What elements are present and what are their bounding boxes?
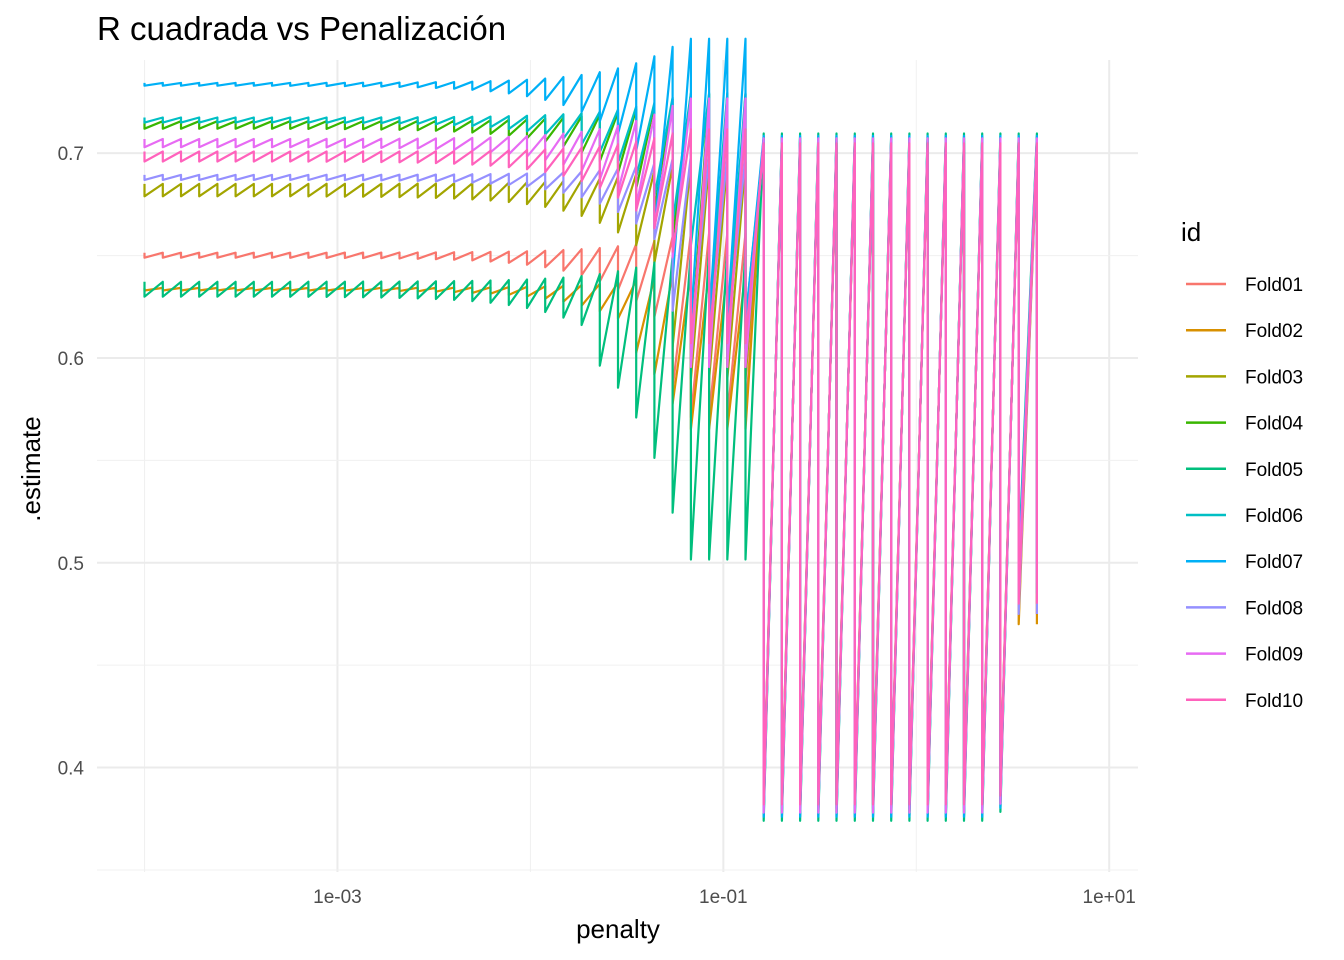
series-line-fold07 [143, 37, 1038, 818]
legend-title: id [1181, 217, 1201, 247]
chart-title: R cuadrada vs Penalización [97, 10, 507, 47]
x-tick-label: 1e-03 [313, 887, 362, 908]
y-tick-label: 0.6 [58, 349, 84, 370]
series-line-fold04 [143, 93, 1038, 814]
legend-label: Fold10 [1245, 691, 1303, 712]
x-axis-title: penalty [576, 914, 660, 944]
series-layer [143, 37, 1038, 822]
series-line-fold05 [143, 132, 1038, 822]
legend-label: Fold06 [1245, 506, 1303, 527]
x-axis-ticks: 1e-03 1e-01 1e+01 [313, 887, 1136, 908]
series-line-fold06 [143, 91, 1038, 810]
legend-label: Fold02 [1245, 321, 1303, 342]
series-line-fold01 [143, 144, 1038, 802]
legend-label: Fold01 [1245, 275, 1303, 296]
legend-label: Fold09 [1245, 645, 1303, 666]
y-tick-label: 0.5 [58, 554, 84, 575]
legend: id Fold01 Fold02 Fold03 Fold04 Fold05 Fold06 F… [1181, 217, 1304, 712]
y-axis-title: .estimate [16, 416, 46, 522]
legend-label: Fold04 [1245, 414, 1304, 435]
legend-label: Fold08 [1245, 598, 1303, 619]
y-tick-label: 0.4 [58, 759, 85, 780]
x-tick-label: 1e+01 [1083, 887, 1136, 908]
x-tick-label: 1e-01 [699, 887, 748, 908]
y-tick-label: 0.7 [58, 144, 84, 165]
series-line-fold10 [143, 128, 1038, 806]
series-line-fold03 [143, 142, 1038, 806]
series-line-fold02 [143, 147, 1038, 798]
legend-label: Fold05 [1245, 460, 1303, 481]
legend-label: Fold03 [1245, 367, 1303, 388]
y-axis-ticks: 0.4 0.5 0.6 0.7 [58, 144, 85, 779]
legend-label: Fold07 [1245, 552, 1303, 573]
series-line-fold08 [143, 144, 1038, 802]
series-line-fold09 [143, 97, 1038, 814]
